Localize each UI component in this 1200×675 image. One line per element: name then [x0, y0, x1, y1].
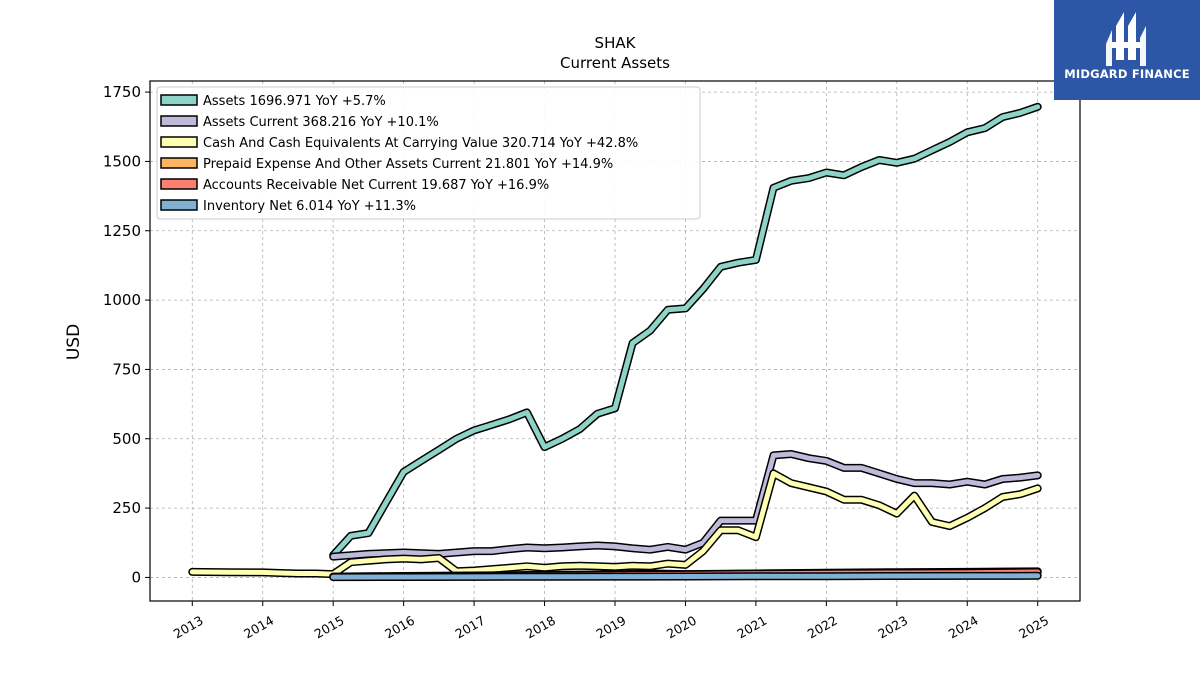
x-tick-label: 2017 — [453, 613, 488, 642]
legend-item: Inventory Net 6.014 YoY +11.3% — [160, 199, 416, 214]
y-tick-label: 0 — [131, 568, 141, 586]
y-tick-label: 1250 — [103, 222, 141, 240]
y-tick-label: 1000 — [103, 291, 141, 309]
legend-label: Cash And Cash Equivalents At Carrying Va… — [203, 136, 638, 151]
logo-mark-icon — [1106, 12, 1146, 66]
logo-text: MIDGARD FINANCE — [1064, 67, 1190, 81]
legend-item: Assets Current 368.216 YoY +10.1% — [160, 115, 439, 130]
legend-label: Inventory Net 6.014 YoY +11.3% — [203, 199, 416, 214]
legend-swatch — [160, 157, 198, 169]
legend-swatch — [160, 136, 198, 148]
legend-swatch — [160, 178, 198, 190]
legend-swatch — [160, 115, 198, 127]
y-tick-label: 250 — [112, 499, 141, 517]
series-line-fill — [330, 573, 1041, 580]
x-tick-label: 2015 — [312, 613, 347, 642]
legend: Assets 1696.971 YoY +5.7% Assets Current … — [156, 86, 701, 220]
chart-subtitle: Current Assets — [560, 54, 670, 72]
y-tick-label: 500 — [112, 430, 141, 448]
plot-lines — [188, 102, 1042, 582]
series-line-fill — [330, 451, 1041, 560]
x-tick-label: 2022 — [805, 613, 840, 642]
x-tick-label: 2018 — [523, 613, 558, 642]
x-tick-label: 2023 — [875, 613, 910, 642]
legend-box — [156, 86, 701, 220]
legend-item: Cash And Cash Equivalents At Carrying Va… — [160, 136, 638, 151]
x-tick-label: 2014 — [241, 613, 276, 642]
legend-item: Assets 1696.971 YoY +5.7% — [160, 94, 386, 109]
series-line-outline — [329, 450, 1042, 561]
series-line — [188, 469, 1042, 579]
series-line — [329, 102, 1042, 560]
legend-item: Accounts Receivable Net Current 19.687 Y… — [160, 178, 549, 193]
series-line-outline — [188, 469, 1042, 579]
x-tick-label: 2025 — [1016, 613, 1051, 642]
x-tick-label: 2019 — [593, 613, 628, 642]
legend-swatch — [160, 199, 198, 211]
series-line-fill — [330, 104, 1041, 558]
chart-title: SHAK — [595, 34, 637, 52]
legend-item: Prepaid Expense And Other Assets Current… — [160, 157, 613, 172]
logo: MIDGARD FINANCE — [1054, 0, 1200, 100]
x-tick-label: 2020 — [664, 613, 699, 642]
legend-label: Accounts Receivable Net Current 19.687 Y… — [203, 178, 549, 193]
legend-label: Assets Current 368.216 YoY +10.1% — [203, 115, 439, 130]
x-tick-label: 2024 — [946, 613, 981, 642]
x-tick-label: 2013 — [171, 613, 206, 642]
legend-label: Prepaid Expense And Other Assets Current… — [203, 157, 613, 172]
y-tick-label: 1500 — [103, 152, 141, 170]
y-tick-label: 750 — [112, 360, 141, 378]
series-line — [329, 450, 1042, 561]
series-line — [329, 571, 1042, 582]
x-tick-label: 2016 — [382, 613, 417, 642]
y-tick-label: 1750 — [103, 83, 141, 101]
series-line-fill — [189, 470, 1041, 577]
x-tick-label: 2021 — [734, 613, 769, 642]
legend-swatch — [160, 94, 198, 106]
y-axis-label: USD — [64, 324, 84, 360]
legend-label: Assets 1696.971 YoY +5.7% — [203, 94, 386, 109]
